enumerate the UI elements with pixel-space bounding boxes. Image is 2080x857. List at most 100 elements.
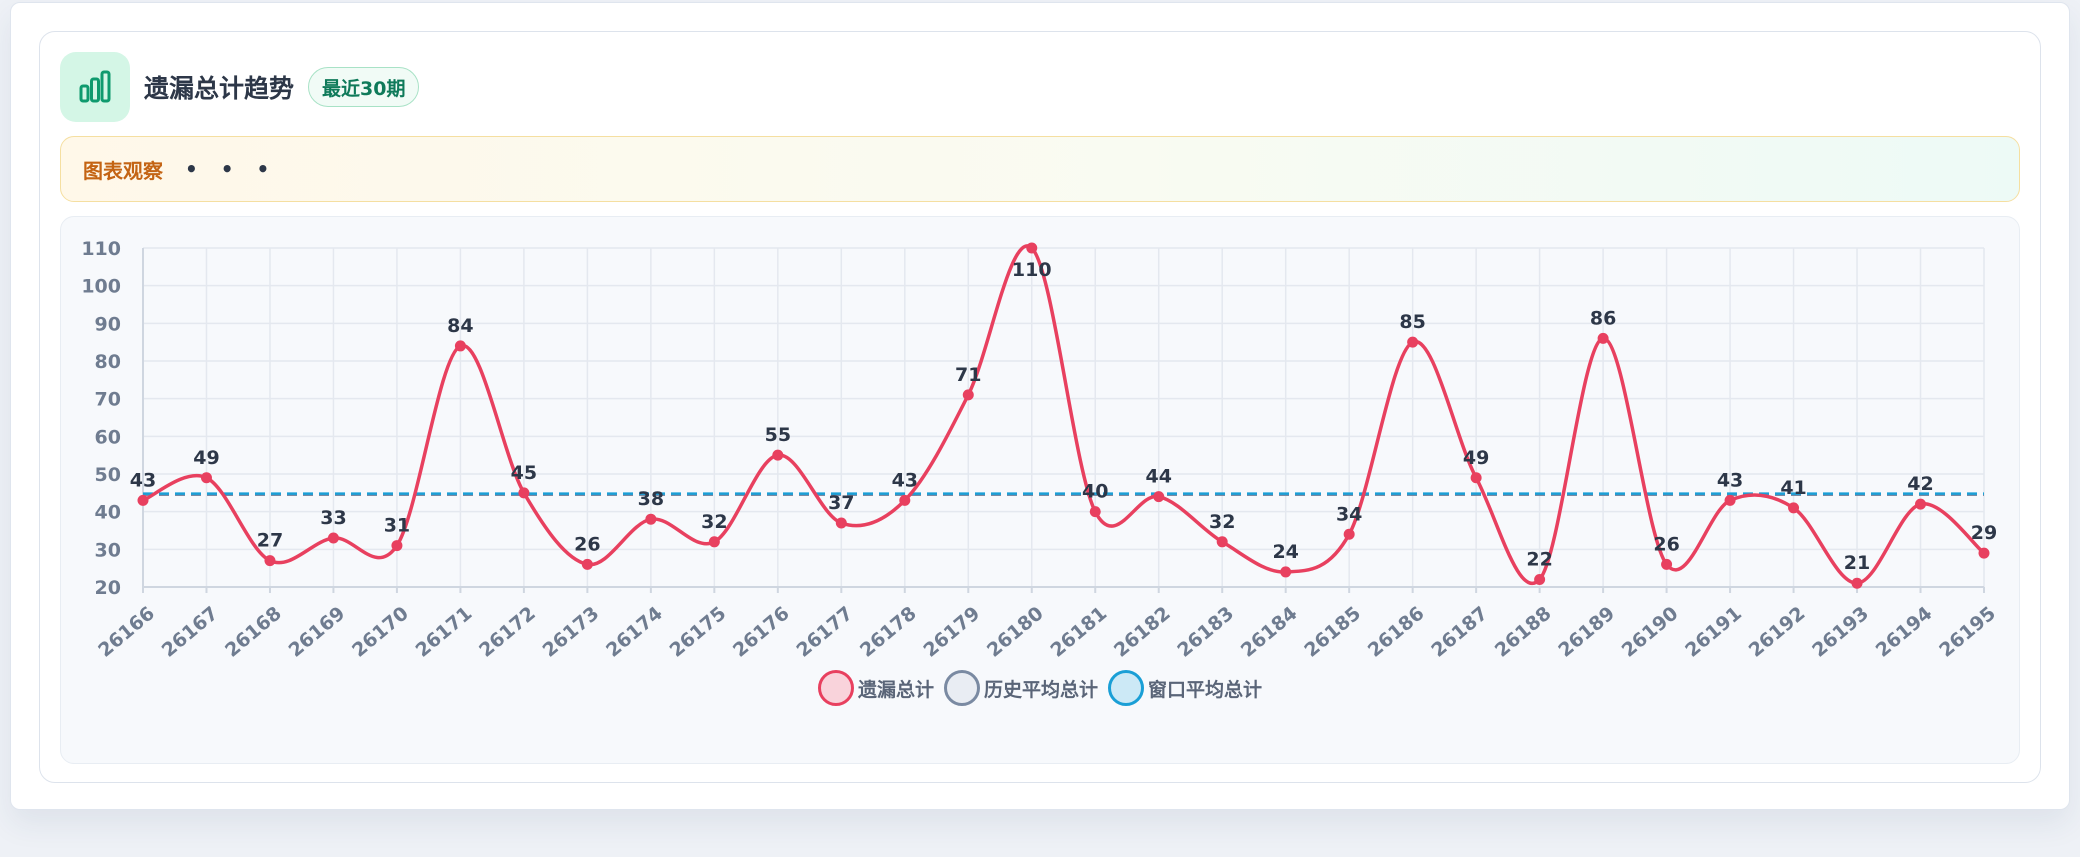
y-tick-label: 110 xyxy=(81,238,121,260)
data-label: 49 xyxy=(1463,447,1489,469)
period-badge: 最近30期 xyxy=(308,67,420,107)
data-point xyxy=(1153,491,1165,503)
insight-bar[interactable]: 图表观察 • • • xyxy=(60,136,2020,202)
x-tick-label: 26176 xyxy=(729,602,794,661)
y-tick-label: 40 xyxy=(95,502,121,524)
x-tick-label: 26170 xyxy=(348,602,413,661)
x-tick-label: 26191 xyxy=(1681,602,1746,661)
data-label: 45 xyxy=(511,462,537,484)
x-tick-label: 26181 xyxy=(1046,602,1111,661)
y-tick-label: 20 xyxy=(95,577,121,599)
x-tick-label: 26185 xyxy=(1300,602,1365,661)
x-tick-label: 26193 xyxy=(1808,602,1873,661)
data-point xyxy=(518,487,530,499)
x-tick-label: 26194 xyxy=(1872,602,1937,661)
y-tick-label: 60 xyxy=(95,426,121,448)
data-point xyxy=(899,494,911,506)
legend-label: 窗口平均总计 xyxy=(1148,678,1263,701)
data-label: 110 xyxy=(1012,259,1052,281)
data-point xyxy=(1026,242,1038,254)
y-tick-label: 70 xyxy=(95,389,121,411)
data-label: 22 xyxy=(1526,548,1552,570)
y-tick-label: 100 xyxy=(81,276,121,298)
legend-swatch-main xyxy=(817,670,854,706)
x-tick-label: 26188 xyxy=(1491,602,1556,661)
legend-item-window[interactable]: 窗口平均总计 xyxy=(1108,670,1262,706)
data-point xyxy=(1978,547,1990,559)
data-label: 31 xyxy=(384,515,410,537)
x-tick-label: 26171 xyxy=(412,602,477,661)
x-tick-label: 26166 xyxy=(94,602,159,661)
x-tick-label: 26180 xyxy=(983,602,1048,661)
data-label: 29 xyxy=(1971,522,1997,544)
x-tick-label: 26172 xyxy=(475,602,540,661)
card-header: 遗漏总计趋势 最近30期 xyxy=(60,52,420,122)
x-tick-label: 26195 xyxy=(1935,602,2000,661)
page-container: 遗漏总计趋势 最近30期 图表观察 • • • 20 30 40 50 60 70 80 90… xyxy=(10,2,2070,810)
data-label: 32 xyxy=(701,511,727,533)
card-title: 遗漏总计趋势 xyxy=(144,74,295,103)
data-label: 71 xyxy=(955,364,981,386)
data-point xyxy=(200,472,212,484)
x-tick-label: 26187 xyxy=(1427,602,1492,661)
y-tick-label: 30 xyxy=(95,539,121,561)
data-point xyxy=(327,532,339,544)
data-point xyxy=(1470,472,1482,484)
data-point xyxy=(645,513,657,525)
x-tick-label: 26167 xyxy=(158,602,223,661)
data-point xyxy=(1661,558,1673,570)
data-point xyxy=(1788,502,1800,514)
data-point xyxy=(708,536,720,548)
x-tick-label: 26182 xyxy=(1110,602,1175,661)
x-tick-label: 26186 xyxy=(1364,602,1429,661)
x-tick-label: 26174 xyxy=(602,602,667,661)
x-tick-label: 26183 xyxy=(1173,602,1238,661)
data-label: 26 xyxy=(1653,533,1679,555)
data-label: 49 xyxy=(193,447,219,469)
legend-item-main[interactable]: 遗漏总计 xyxy=(817,670,934,706)
data-point xyxy=(835,517,847,529)
data-label: 43 xyxy=(892,469,918,491)
legend-item-history[interactable]: 历史平均总计 xyxy=(943,670,1098,706)
insight-label: 图表观察 xyxy=(83,158,163,183)
data-point xyxy=(137,494,149,506)
data-label: 21 xyxy=(1844,552,1870,574)
data-point xyxy=(1851,577,1863,589)
y-tick-label: 90 xyxy=(95,313,121,335)
more-icon[interactable]: • • • xyxy=(185,157,278,181)
data-label: 37 xyxy=(828,492,854,514)
x-tick-label: 26169 xyxy=(285,602,350,661)
data-label: 43 xyxy=(130,469,156,491)
data-point xyxy=(581,558,593,570)
chart-legend: 遗漏总计 历史平均总计 窗口平均总计 xyxy=(61,670,2019,706)
data-point xyxy=(264,555,276,567)
data-label: 34 xyxy=(1336,503,1362,525)
data-label: 41 xyxy=(1780,477,1806,499)
y-tick-label: 80 xyxy=(95,351,121,373)
legend-label: 遗漏总计 xyxy=(857,678,934,701)
data-label: 38 xyxy=(638,488,664,510)
data-point xyxy=(1407,336,1419,348)
legend-label: 历史平均总计 xyxy=(983,678,1098,701)
x-tick-label: 26177 xyxy=(792,602,857,661)
data-point xyxy=(1343,528,1355,540)
x-tick-label: 26175 xyxy=(666,602,731,661)
x-tick-label: 26189 xyxy=(1554,602,1619,661)
legend-swatch-history xyxy=(943,670,980,706)
data-label: 27 xyxy=(257,530,283,552)
data-point xyxy=(1534,573,1546,585)
data-point xyxy=(1216,536,1228,548)
data-label: 85 xyxy=(1399,311,1425,333)
legend-swatch-window xyxy=(1108,670,1144,706)
bar-chart-icon xyxy=(60,52,130,122)
data-label: 26 xyxy=(574,533,600,555)
data-point xyxy=(1915,498,1927,510)
data-point xyxy=(1724,494,1736,506)
data-label: 40 xyxy=(1082,481,1108,503)
data-point xyxy=(1597,332,1609,344)
data-label: 84 xyxy=(447,315,473,337)
data-label: 42 xyxy=(1907,473,1933,495)
data-point xyxy=(772,449,784,461)
data-point xyxy=(391,540,403,552)
data-point xyxy=(1280,566,1292,578)
